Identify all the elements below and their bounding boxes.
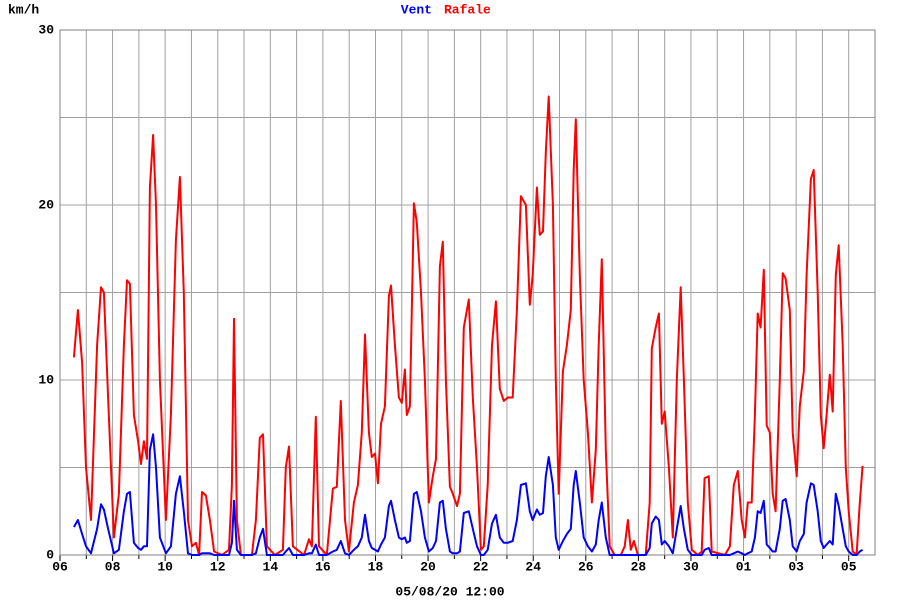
x-tick-label: 24	[525, 559, 541, 574]
x-tick-label: 01	[736, 559, 752, 574]
legend-entry: Rafale	[444, 2, 491, 17]
x-tick-label: 03	[788, 559, 804, 574]
plot-frame	[59, 29, 876, 556]
x-tick-label: 12	[210, 559, 226, 574]
x-tick-label: 30	[683, 559, 699, 574]
x-tick-label: 08	[105, 559, 121, 574]
y-tick-label: 0	[46, 547, 54, 562]
x-tick-label: 26	[578, 559, 594, 574]
x-tick-label: 14	[263, 559, 279, 574]
x-tick-label: 06	[52, 559, 68, 574]
x-tick-label: 20	[420, 559, 436, 574]
y-tick-label: 20	[38, 197, 54, 212]
x-tick-label: 28	[631, 559, 647, 574]
x-tick-label: 18	[368, 559, 384, 574]
line-series	[73, 433, 864, 556]
y-tick-label: 30	[38, 22, 54, 37]
x-axis-label: 05/08/20 12:00	[395, 584, 504, 599]
x-tick-label: 16	[315, 559, 331, 574]
x-tick-label: 10	[157, 559, 173, 574]
legend-entry: Vent	[401, 2, 432, 17]
x-tick-label: 22	[473, 559, 489, 574]
y-tick-label: 10	[38, 372, 54, 387]
line-series	[72, 95, 864, 556]
y-axis-label: km/h	[8, 2, 39, 17]
x-tick-label: 05	[841, 559, 857, 574]
